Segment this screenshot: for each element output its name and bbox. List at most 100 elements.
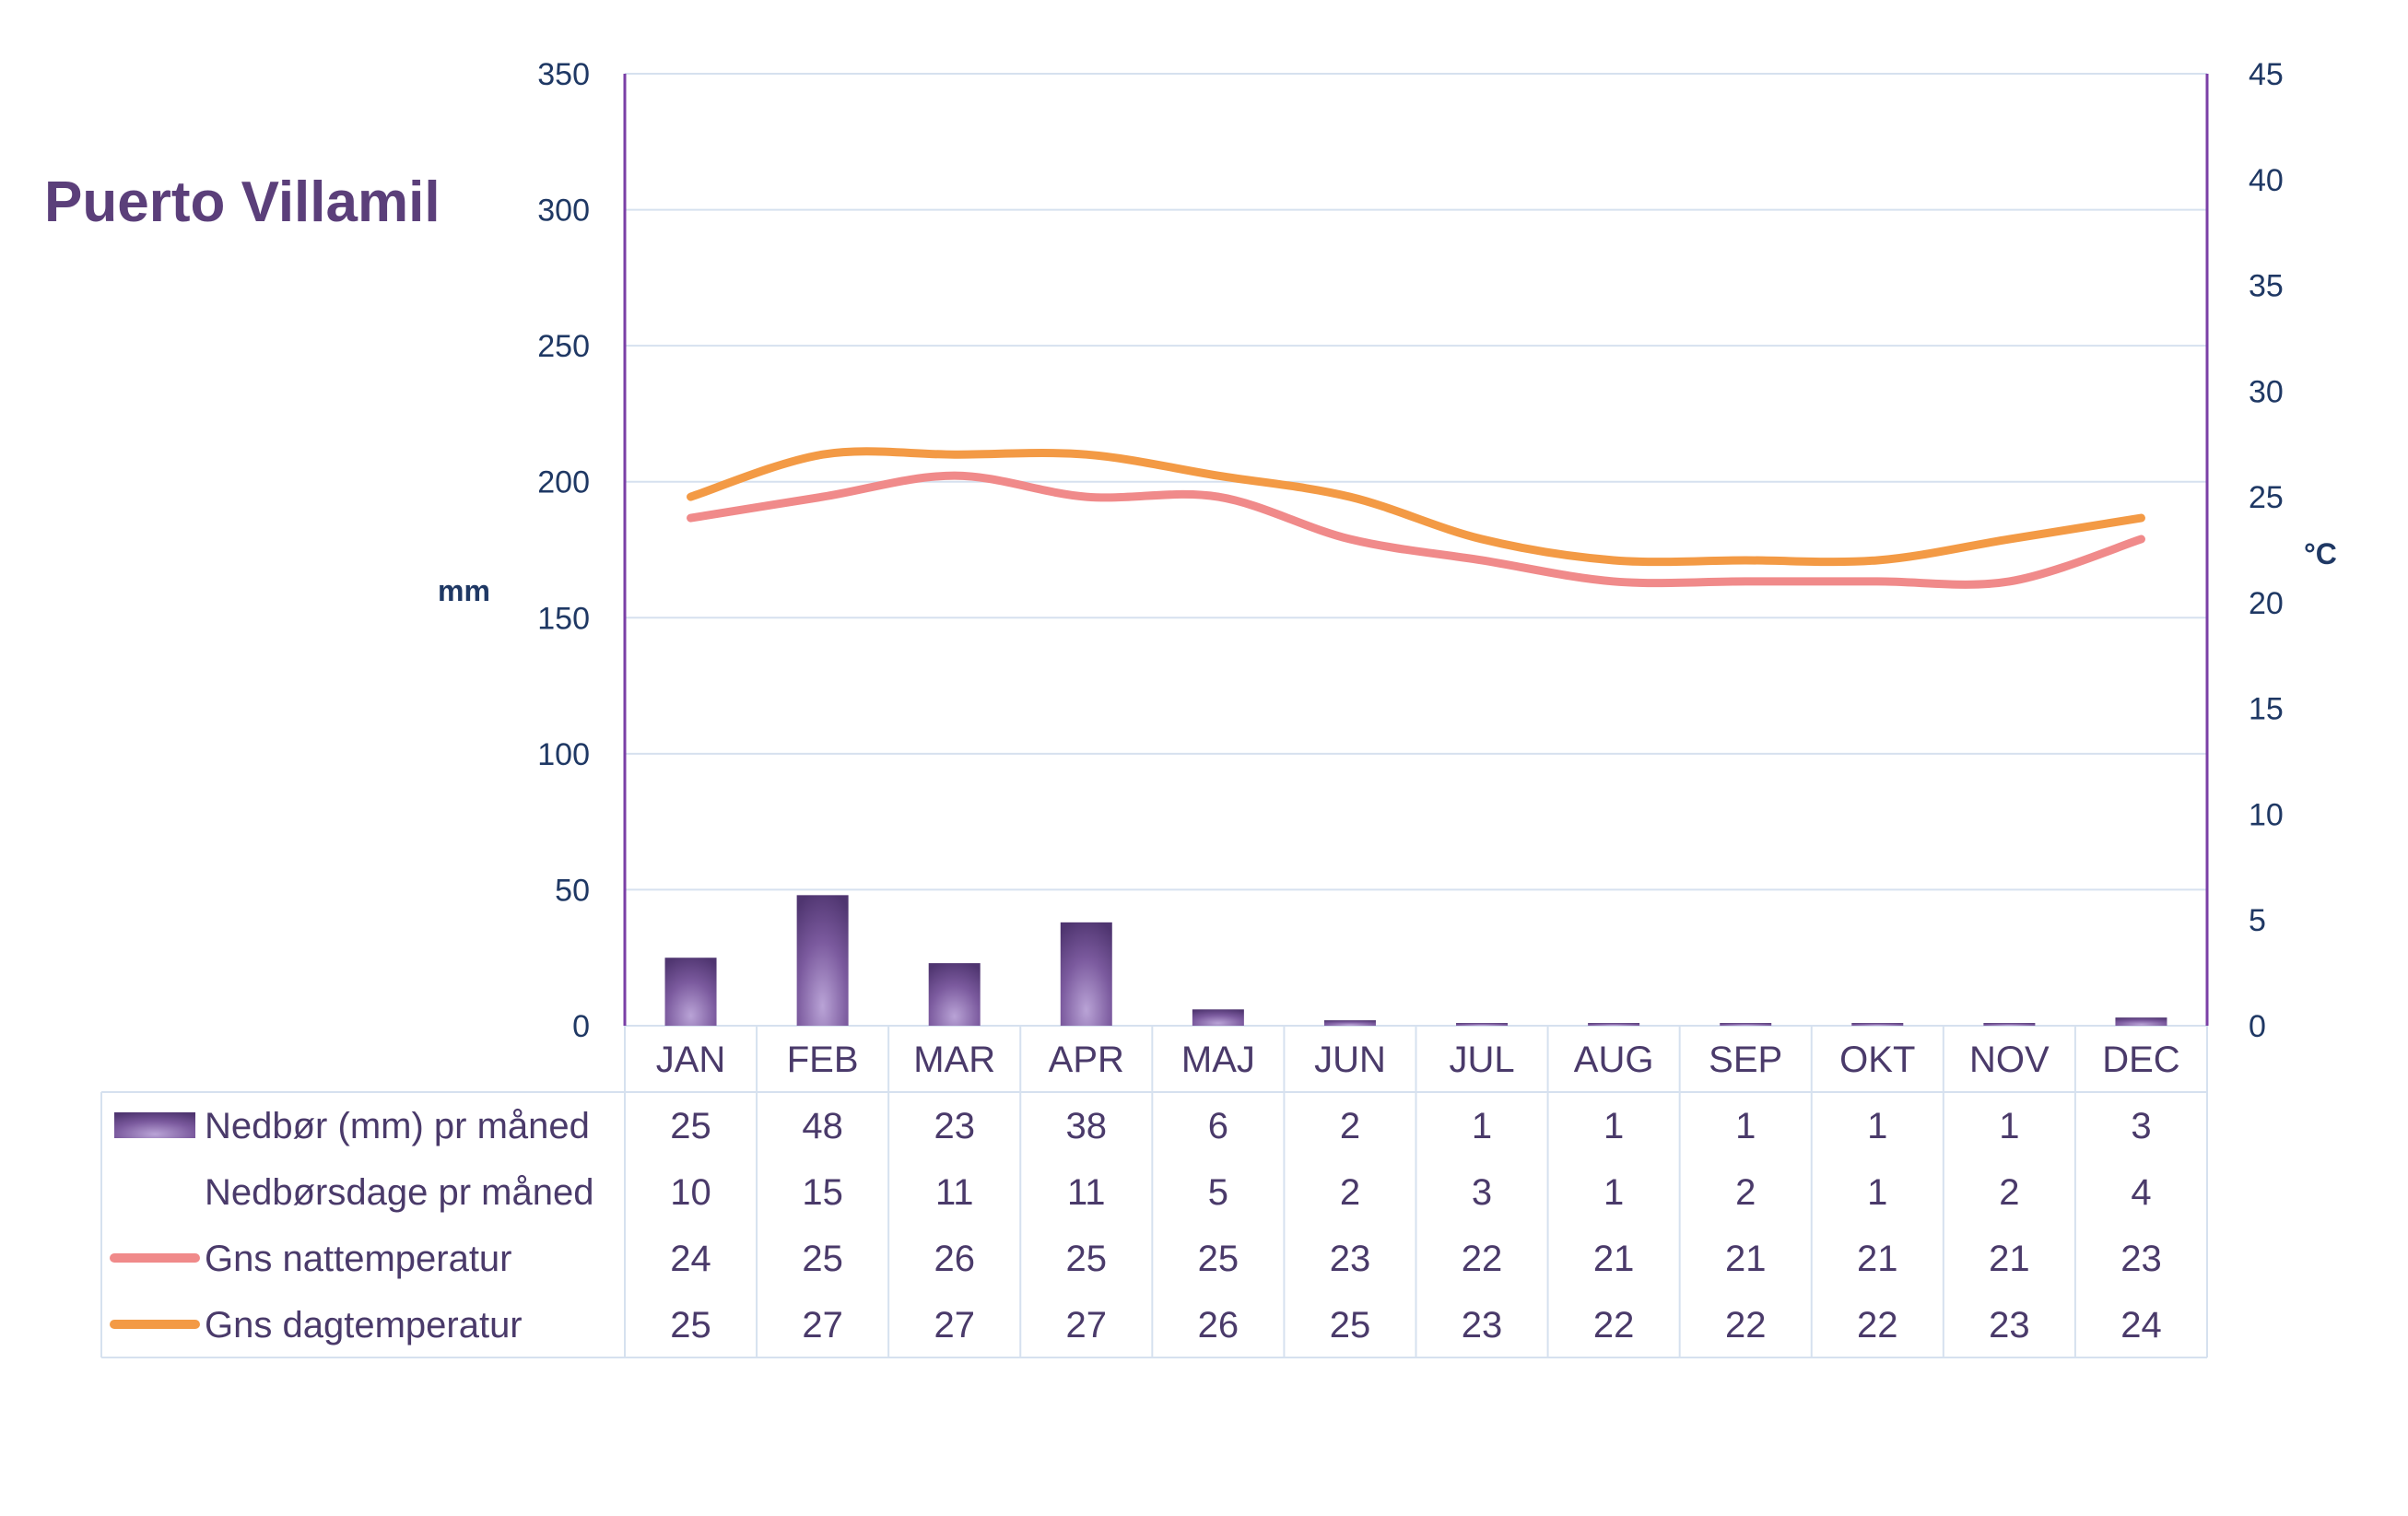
precipitation-bar: [796, 895, 849, 1026]
table-cell: 3: [1472, 1172, 1492, 1213]
table-cell: 24: [2120, 1305, 2162, 1346]
x-tick-label: MAJ: [1181, 1040, 1255, 1080]
y-right-tick-label: 0: [2249, 1009, 2266, 1044]
table-cell: 4: [2131, 1172, 2151, 1213]
precipitation-bar: [1720, 1023, 1772, 1026]
x-tick-label: JUL: [1449, 1040, 1514, 1080]
y-right-tick-label: 30: [2249, 374, 2284, 409]
table-cell: 23: [1462, 1305, 1503, 1346]
table-cell: 48: [802, 1106, 843, 1146]
x-tick-label: APR: [1049, 1040, 1124, 1080]
y-axis-left-label: mm: [438, 574, 490, 607]
precipitation-bars: [664, 895, 2167, 1026]
table-cell: 15: [802, 1172, 843, 1213]
table-cell: 24: [670, 1239, 711, 1279]
table-cell: 1: [1735, 1106, 1756, 1146]
y-right-tick-label: 40: [2249, 163, 2284, 198]
y-right-tick-label: 10: [2249, 797, 2284, 832]
table-cell: 27: [934, 1305, 975, 1346]
legend-key-bar: [114, 1112, 195, 1138]
y-left-tick-label: 150: [537, 601, 590, 636]
y-left-tick-label: 100: [537, 737, 590, 772]
table-cell: 1: [1603, 1106, 1624, 1146]
x-tick-label: DEC: [2102, 1040, 2179, 1080]
table-cell: 11: [1067, 1172, 1106, 1213]
table-row-label: Nedbør (mm) pr måned: [205, 1106, 590, 1146]
x-tick-label: NOV: [1969, 1040, 2050, 1080]
axes: [623, 74, 2209, 1026]
y-right-tick-label: 25: [2249, 480, 2284, 515]
table-cell: 2: [1340, 1172, 1360, 1213]
table-cell: 22: [1857, 1305, 1898, 1346]
precipitation-bar: [928, 963, 981, 1026]
precipitation-bar: [1192, 1009, 1244, 1026]
precipitation-bar: [664, 958, 717, 1026]
y-right-tick-label: 45: [2249, 57, 2284, 92]
y-left-tick-label: 300: [537, 194, 590, 229]
table-cell: 1: [1999, 1106, 2019, 1146]
y-left-tick-label: 350: [537, 57, 590, 92]
table-cell: 22: [1593, 1305, 1635, 1346]
x-tick-label: SEP: [1709, 1040, 1782, 1080]
y-right-tick-label: 15: [2249, 692, 2284, 727]
chart-title: Puerto Villamil: [44, 170, 440, 234]
precipitation-bar: [1851, 1023, 1904, 1026]
x-tick-label: OKT: [1839, 1040, 1915, 1080]
temperature-lines: [687, 447, 2145, 589]
table-cell: 1: [1867, 1172, 1887, 1213]
table-cell: 11: [935, 1172, 974, 1213]
table-cell: 1: [1472, 1106, 1492, 1146]
precipitation-bar: [2115, 1017, 2167, 1026]
table-cell: 5: [1208, 1172, 1228, 1213]
table-cell: 22: [1462, 1239, 1503, 1279]
temperature-line: [687, 471, 2145, 589]
y-left-tick-label: 200: [537, 465, 590, 500]
y-left-tick-label: 250: [537, 329, 590, 364]
table-cell: 1: [1603, 1172, 1624, 1213]
table-cell: 26: [934, 1239, 975, 1279]
table-cell: 2: [1735, 1172, 1756, 1213]
table-cell: 26: [1198, 1305, 1239, 1346]
tick-labels: 0 50 100 150 200 250 300 350 0 5 10 15 20 25 30 35 40 45: [537, 57, 2284, 1044]
table-cell: 2: [1340, 1106, 1360, 1146]
x-tick-label: AUG: [1574, 1040, 1654, 1080]
table-cell: 10: [670, 1172, 711, 1213]
table-cell: 21: [1989, 1239, 2030, 1279]
table-cell: 25: [1066, 1239, 1108, 1279]
x-tick-label: MAR: [913, 1040, 995, 1080]
table-cell: 25: [1198, 1239, 1239, 1279]
table-cell: 2: [1999, 1172, 2019, 1213]
precipitation-bar: [1323, 1020, 1376, 1026]
table-row-label: Nedbørsdage pr måned: [205, 1172, 593, 1213]
precipitation-bar: [1588, 1023, 1640, 1026]
table-cell: 1: [1867, 1106, 1887, 1146]
x-tick-label: JAN: [656, 1040, 726, 1080]
table-cell: 25: [802, 1239, 843, 1279]
table-cell: 21: [1857, 1239, 1898, 1279]
precipitation-bar: [1983, 1023, 2036, 1026]
data-table: JAN FEB MAR APR MAJ JUN JUL AUG SEP OKT NOV DEC Nedb…: [100, 1025, 2208, 1358]
precipitation-bar: [1456, 1023, 1509, 1026]
table-row-label: Gns dagtemperatur: [205, 1305, 523, 1346]
x-tick-label: FEB: [787, 1040, 859, 1080]
table-cell: 23: [1989, 1305, 2030, 1346]
table-cell: 27: [802, 1305, 843, 1346]
table-cell: 22: [1725, 1305, 1767, 1346]
table-cell: 25: [1330, 1305, 1371, 1346]
table-cell: 23: [2120, 1239, 2162, 1279]
table-cell: 38: [1066, 1106, 1108, 1146]
table-cell: 25: [670, 1106, 711, 1146]
y-left-tick-label: 50: [555, 873, 590, 908]
table-cell: 23: [1330, 1239, 1371, 1279]
x-tick-label: JUN: [1314, 1040, 1386, 1080]
precipitation-bar: [1060, 922, 1112, 1026]
y-right-tick-label: 20: [2249, 586, 2284, 621]
y-right-tick-label: 35: [2249, 269, 2284, 304]
temperature-line: [687, 447, 2145, 567]
y-axis-right-label: °C: [2304, 537, 2337, 570]
table-cell: 3: [2131, 1106, 2151, 1146]
grid-lines: [625, 73, 2207, 891]
table-cell: 27: [1066, 1305, 1108, 1346]
